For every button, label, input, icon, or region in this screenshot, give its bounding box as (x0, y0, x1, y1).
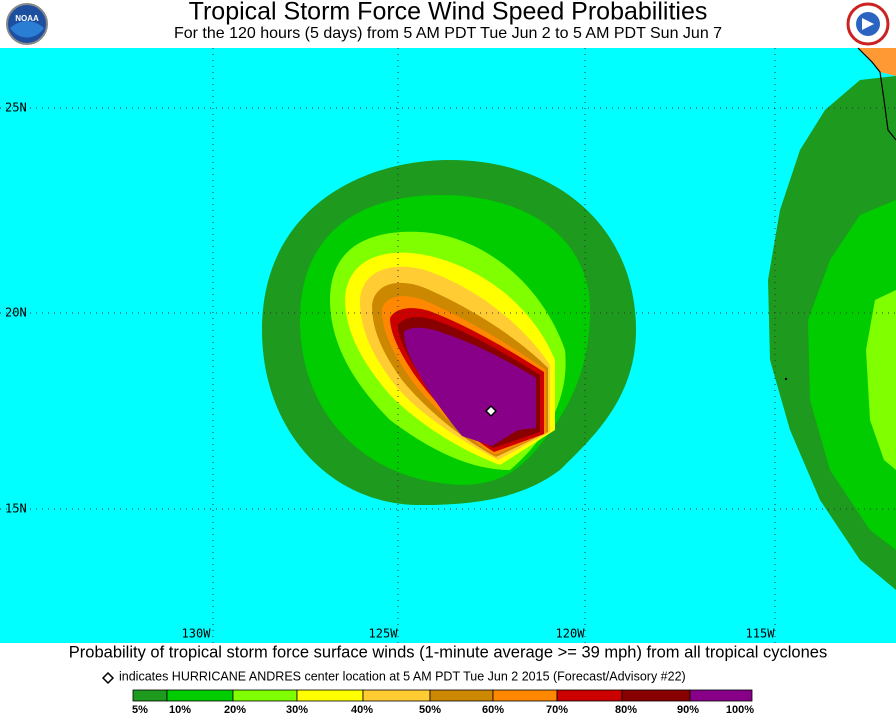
title: Tropical Storm Force Wind Speed Probabil… (189, 0, 708, 26)
nws-logo (846, 2, 890, 46)
legend-label: 100% (726, 704, 754, 716)
legend-label: 10% (169, 704, 191, 716)
legend-label: 5% (132, 704, 148, 716)
legend-label: 70% (546, 704, 568, 716)
map-area (0, 47, 896, 643)
legend-label: 50% (419, 704, 441, 716)
longitude-label: 115W (746, 627, 776, 641)
latitude-label: 15N (5, 502, 27, 516)
storm-center-marker (484, 404, 498, 418)
legend-label: 20% (224, 704, 246, 716)
caption: Probability of tropical storm force surf… (69, 643, 827, 661)
latitude-label: 25N (5, 101, 27, 115)
marker-key (101, 671, 115, 685)
marker-note: indicates HURRICANE ANDRES center locati… (119, 669, 686, 683)
svg-text:NOAA: NOAA (15, 14, 39, 23)
longitude-label: 130W (182, 627, 212, 641)
latitude-label: 20N (5, 306, 27, 320)
longitude-label: 125W (369, 627, 399, 641)
longitude-label: 120W (556, 627, 586, 641)
noaa-logo: NOAA (6, 3, 48, 45)
legend-label: 80% (615, 704, 637, 716)
legend-label: 40% (351, 704, 373, 716)
subtitle: For the 120 hours (5 days) from 5 AM PDT… (174, 25, 722, 42)
legend-label: 30% (286, 704, 308, 716)
legend-label: 90% (677, 704, 699, 716)
legend-label: 60% (482, 704, 504, 716)
legend-bar (132, 689, 753, 702)
